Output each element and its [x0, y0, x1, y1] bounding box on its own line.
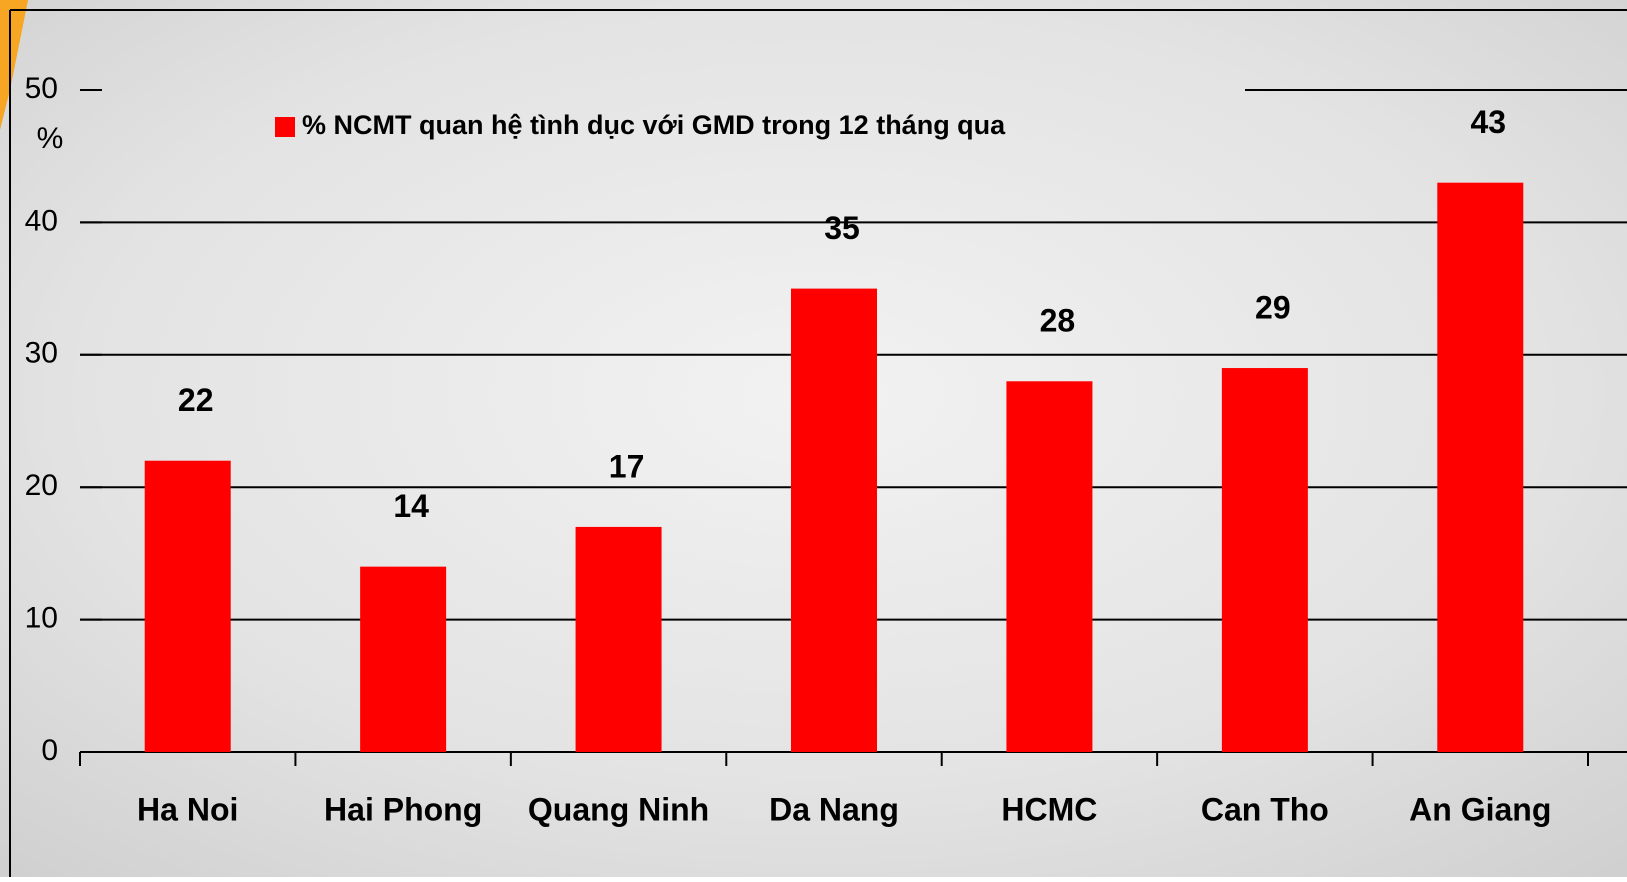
y-tick-label: 40	[25, 204, 58, 237]
legend-label: % NCMT quan hệ tình dục với GMD trong 12…	[302, 110, 1006, 140]
x-tick-label: Can Tho	[1201, 791, 1329, 827]
legend-swatch	[275, 117, 295, 137]
y-tick-label: 0	[41, 734, 58, 767]
y-axis-label: %	[37, 122, 64, 155]
x-tick-label: Hai Phong	[324, 791, 482, 827]
data-label: 35	[824, 210, 860, 246]
x-tick-label: An Giang	[1409, 791, 1551, 827]
bar	[144, 460, 231, 752]
data-label: 14	[393, 488, 429, 524]
x-tick-label: HCMC	[1001, 791, 1097, 827]
bar	[791, 288, 877, 752]
bar	[360, 566, 447, 752]
x-tick-label: Da Nang	[769, 791, 899, 827]
y-tick-label: 30	[25, 337, 58, 370]
y-tick-label: 50	[25, 72, 58, 105]
bar	[1221, 368, 1308, 752]
corner-accent	[0, 0, 28, 130]
data-label: 28	[1040, 303, 1076, 339]
data-label: 29	[1255, 289, 1291, 325]
bar	[575, 526, 662, 752]
x-tick-label: Ha Noi	[137, 791, 238, 827]
y-tick-label: 20	[25, 469, 58, 502]
x-tick-label: Quang Ninh	[528, 791, 709, 827]
data-label: 43	[1470, 104, 1506, 140]
data-label: 22	[178, 382, 214, 418]
y-tick-label: 10	[25, 602, 58, 635]
data-label: 17	[609, 448, 645, 484]
bar	[1006, 381, 1093, 752]
bar	[1437, 182, 1524, 752]
